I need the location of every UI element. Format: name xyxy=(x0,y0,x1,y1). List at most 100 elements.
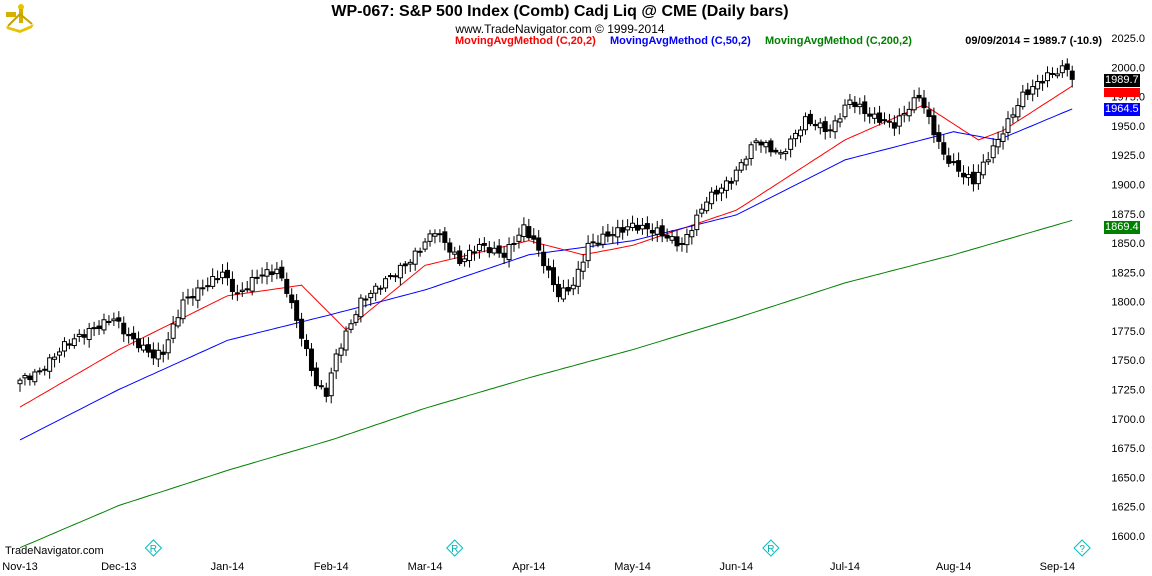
candle-body xyxy=(47,357,53,372)
candle-body xyxy=(649,229,655,234)
copyright: www.TradeNavigator.com © 1999-2014 xyxy=(455,22,665,36)
candle-body xyxy=(575,268,581,287)
candle-body xyxy=(590,241,596,244)
site-label: TradeNavigator.com xyxy=(5,545,104,557)
candle-body xyxy=(224,269,230,279)
y-tick-label: 1900.0 xyxy=(1111,179,1145,191)
candle-body xyxy=(61,341,67,352)
candle-body xyxy=(684,234,690,246)
ma200-price-tag: 1869.4 xyxy=(1104,221,1140,234)
candle-body xyxy=(555,283,561,298)
candle-body xyxy=(106,320,112,323)
candle-body xyxy=(985,159,991,163)
y-tick-label: 1650.0 xyxy=(1111,472,1145,484)
candle-body xyxy=(1015,105,1021,118)
candle-body xyxy=(541,251,547,267)
candle-body xyxy=(66,343,72,346)
candle-body xyxy=(234,292,240,295)
candle-body xyxy=(392,275,398,278)
price-readout: 09/09/2014 = 1989.7 (-10.9) xyxy=(965,35,1102,47)
candle-body xyxy=(956,160,962,172)
candle-body xyxy=(916,94,922,99)
candle-body xyxy=(476,243,482,252)
candle-body xyxy=(768,140,774,153)
candle-body xyxy=(397,264,403,279)
x-tick-label: Jun-14 xyxy=(719,561,753,573)
y-tick-label: 1875.0 xyxy=(1111,209,1145,221)
candle-body xyxy=(763,142,769,148)
candle-body xyxy=(333,353,339,372)
candle-body xyxy=(126,333,132,337)
candle-body xyxy=(1020,91,1026,108)
candle-body xyxy=(605,231,611,237)
candle-body xyxy=(338,347,344,356)
candle-body xyxy=(738,162,744,171)
candle-body xyxy=(27,375,33,381)
candle-body xyxy=(328,372,334,397)
candle-body xyxy=(496,245,502,254)
candle-body xyxy=(318,385,324,388)
candle-body xyxy=(891,122,897,129)
candle-body xyxy=(1010,114,1016,118)
candle-body xyxy=(323,387,329,397)
candle-body xyxy=(160,351,166,355)
y-tick-label: 1800.0 xyxy=(1111,297,1145,309)
candle-body xyxy=(560,287,566,300)
candle-body xyxy=(931,115,937,136)
candle-body xyxy=(1045,72,1051,82)
candle-body xyxy=(195,287,201,301)
candle-body xyxy=(1040,80,1046,84)
candle-body xyxy=(76,333,82,337)
candle-body xyxy=(141,344,146,351)
candle-body xyxy=(570,284,576,290)
candle-body xyxy=(368,292,374,299)
candle-body xyxy=(639,224,645,230)
candle-body xyxy=(516,234,522,242)
candle-body xyxy=(313,367,319,387)
candle-body xyxy=(965,174,971,179)
candle-body xyxy=(669,236,675,241)
candle-body xyxy=(220,271,226,279)
candle-body xyxy=(610,234,616,237)
candle-body xyxy=(373,285,379,294)
candle-body xyxy=(244,288,250,291)
y-tick-label: 1825.0 xyxy=(1111,267,1145,279)
candle-body xyxy=(131,332,137,340)
candle-body xyxy=(1025,89,1031,96)
candle-body xyxy=(995,138,1001,148)
x-tick-label: Dec-13 xyxy=(101,561,136,573)
candle-body xyxy=(615,227,621,238)
sextant-logo-icon xyxy=(6,4,34,33)
candle-body xyxy=(37,370,43,373)
candle-body xyxy=(980,161,986,176)
candle-body xyxy=(901,113,907,116)
candle-body xyxy=(71,338,77,347)
candle-body xyxy=(822,121,828,133)
candle-body xyxy=(1069,70,1075,80)
candle-body xyxy=(793,132,799,140)
candle-body xyxy=(457,250,463,264)
candle-body xyxy=(679,242,685,245)
last-price-tag: 1989.7 xyxy=(1104,74,1140,87)
y-tick-label: 2025.0 xyxy=(1111,33,1145,45)
x-tick-label: Jul-14 xyxy=(830,561,860,573)
candle-body xyxy=(229,278,235,292)
candle-body xyxy=(728,180,734,184)
candle-body xyxy=(798,129,804,137)
y-tick-label: 1750.0 xyxy=(1111,355,1145,367)
y-tick-label: 1600.0 xyxy=(1111,531,1145,543)
event-marker-label: R xyxy=(150,544,157,555)
candle-body xyxy=(101,319,107,331)
candle-body xyxy=(906,108,912,117)
x-tick-label: May-14 xyxy=(614,561,651,573)
candle-body xyxy=(748,144,754,160)
candle-body xyxy=(704,201,710,212)
candle-body xyxy=(481,243,487,246)
y-tick-label: 1775.0 xyxy=(1111,326,1145,338)
y-tick-label: 1725.0 xyxy=(1111,385,1145,397)
candle-body xyxy=(506,244,512,261)
candle-body xyxy=(551,267,557,286)
event-marker-label: R xyxy=(451,544,458,555)
x-tick-label: Mar-14 xyxy=(408,561,443,573)
